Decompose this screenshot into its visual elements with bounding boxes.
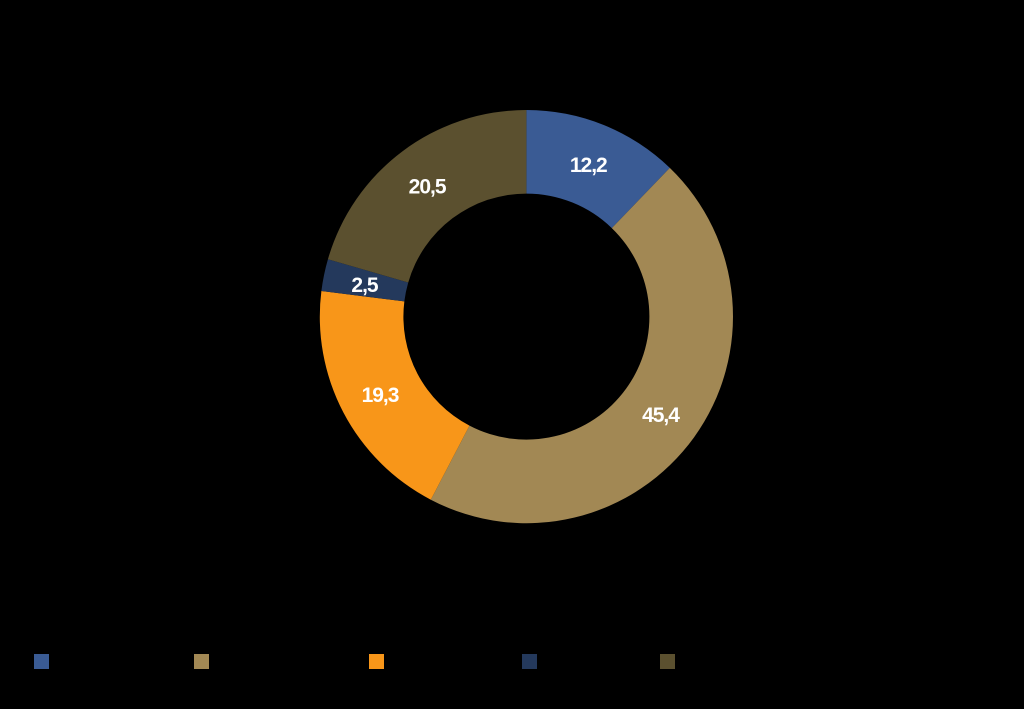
svg-text:2,5: 2,5 xyxy=(351,274,379,297)
svg-text:45,4: 45,4 xyxy=(642,404,680,427)
svg-text:19,3: 19,3 xyxy=(362,384,399,407)
svg-text:20,5: 20,5 xyxy=(409,175,447,198)
svg-text:12,2: 12,2 xyxy=(570,154,607,177)
